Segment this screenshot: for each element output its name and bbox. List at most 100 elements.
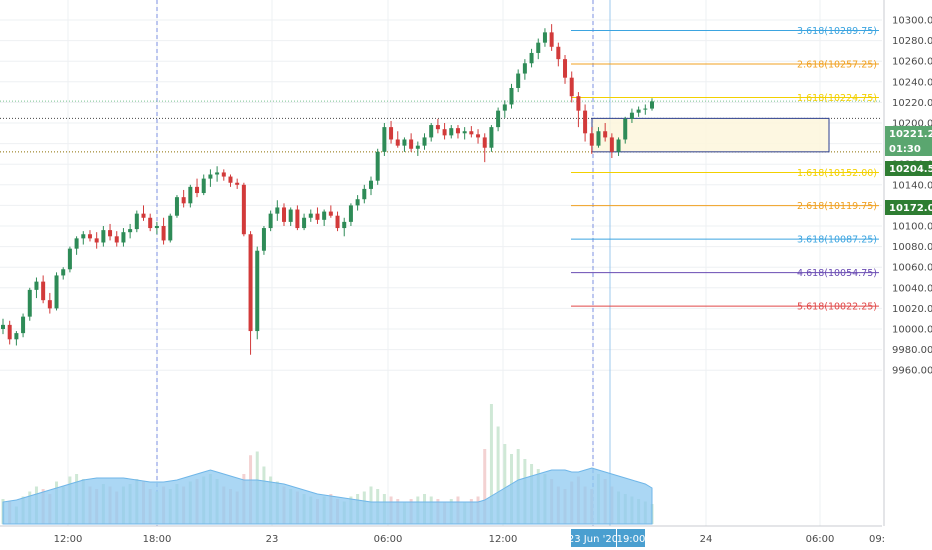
time-tick-label: 06:00 xyxy=(374,534,403,545)
price-tick-label: 10220.00 xyxy=(892,98,932,109)
fib-extension-layer[interactable]: 3.618(10289.75) 2.618(10257.25) 1.618(1022… xyxy=(571,26,879,313)
candle-body xyxy=(275,207,280,214)
fib-level-label: 3.618(10087.25) xyxy=(797,235,877,246)
candle-body xyxy=(516,73,521,88)
candle-body xyxy=(502,104,507,111)
candlestick-layer xyxy=(1,24,654,355)
candle-body xyxy=(556,46,561,60)
candle-body xyxy=(268,213,273,229)
fib-level-label: 2.618(10119.75) xyxy=(797,201,877,212)
candle-body xyxy=(522,63,527,74)
candle-body xyxy=(529,52,534,64)
candle-body xyxy=(282,207,287,222)
candle-body xyxy=(21,316,26,334)
candle-body xyxy=(348,205,353,222)
candle-body xyxy=(496,110,501,128)
candle-body xyxy=(563,59,568,78)
time-axis[interactable]: 12:00 18:00 23 06:00 12:00 24 06:00 09: 23 Jun '… xyxy=(0,525,885,547)
candle-body xyxy=(74,238,79,249)
candle-body xyxy=(174,197,179,216)
candle-body xyxy=(114,236,119,243)
price-tick-label: 9980.00 xyxy=(892,345,932,356)
candle-body xyxy=(576,96,581,111)
candle-body xyxy=(188,186,193,204)
price-tick-label: 9960.00 xyxy=(892,366,932,377)
fib-level-label: 4.618(10054.75) xyxy=(797,268,877,279)
candle-body xyxy=(195,186,200,194)
volume-ma-area xyxy=(2,467,653,525)
price-tick-label: 10140.00 xyxy=(892,180,932,191)
candle-body xyxy=(616,139,621,152)
candle-body xyxy=(650,101,654,109)
candle-body xyxy=(87,234,92,239)
candle-body xyxy=(455,128,460,134)
candle-body xyxy=(583,110,588,134)
candle-body xyxy=(154,226,159,229)
candle-body xyxy=(422,137,427,146)
candle-body xyxy=(41,281,46,301)
candle-body xyxy=(368,180,373,189)
price-tick-label: 10020.00 xyxy=(892,304,932,315)
candle-body xyxy=(295,209,300,229)
price-tick-label: 10240.00 xyxy=(892,77,932,88)
candle-body xyxy=(94,238,99,243)
price-tick-label: 10080.00 xyxy=(892,242,932,253)
candle-body xyxy=(201,178,206,194)
price-badge-label: 10221.25 xyxy=(889,129,932,140)
price-badge xyxy=(885,161,932,176)
candle-body xyxy=(101,230,106,243)
price-tick-label: 10100.00 xyxy=(892,222,932,233)
candle-body xyxy=(449,128,454,136)
candle-body xyxy=(603,131,608,138)
candle-body xyxy=(322,211,327,220)
price-badge xyxy=(885,126,932,141)
candle-body xyxy=(509,87,514,105)
time-tick-label: 24 xyxy=(700,534,713,545)
candle-body xyxy=(328,211,333,216)
candle-body xyxy=(569,77,574,97)
range-box-layer[interactable] xyxy=(591,117,830,153)
candle-body xyxy=(536,42,541,53)
candle-body xyxy=(134,213,139,230)
fib-level-label: 5.618(10022.25) xyxy=(797,302,877,313)
candle-body xyxy=(261,228,266,251)
price-tick-label: 10300.00 xyxy=(892,16,932,27)
candle-body xyxy=(14,333,19,340)
volume-bar xyxy=(489,404,493,524)
candle-body xyxy=(636,109,641,113)
candle-body xyxy=(302,217,307,229)
date-highlight-label: 23 Jun '20 xyxy=(568,534,618,545)
price-badge-label: 10172.00 xyxy=(889,203,932,214)
candle-body xyxy=(61,269,66,276)
price-badge-label: 10204.50 xyxy=(889,164,932,175)
candle-body xyxy=(409,139,414,149)
date-highlight-box xyxy=(571,529,616,547)
session-separators xyxy=(156,0,611,526)
candle-body xyxy=(228,176,233,183)
candle-body xyxy=(389,127,394,140)
candle-body xyxy=(235,182,240,185)
price-tick-label: 10260.00 xyxy=(892,57,932,68)
candle-body xyxy=(67,248,72,270)
time-highlight-box xyxy=(617,529,645,547)
time-tick-label: 12:00 xyxy=(489,534,518,545)
candle-body xyxy=(643,108,648,110)
candle-body xyxy=(148,217,153,229)
range-box[interactable] xyxy=(591,117,830,153)
candle-body xyxy=(629,112,634,119)
candle-body xyxy=(315,213,320,220)
candle-body xyxy=(375,151,380,181)
candle-body xyxy=(215,172,220,175)
price-tick-label: 10200.00 xyxy=(892,119,932,130)
candle-body xyxy=(34,281,39,290)
candle-body xyxy=(288,209,293,222)
price-badges: 10221.25 01:30 10204.50 10172.00 xyxy=(885,126,932,215)
volume-layer xyxy=(1,404,654,525)
chart-grid xyxy=(0,0,882,526)
candle-body xyxy=(47,300,52,309)
candle-body xyxy=(181,197,186,204)
candle-body xyxy=(549,32,554,47)
candle-body xyxy=(121,232,126,243)
